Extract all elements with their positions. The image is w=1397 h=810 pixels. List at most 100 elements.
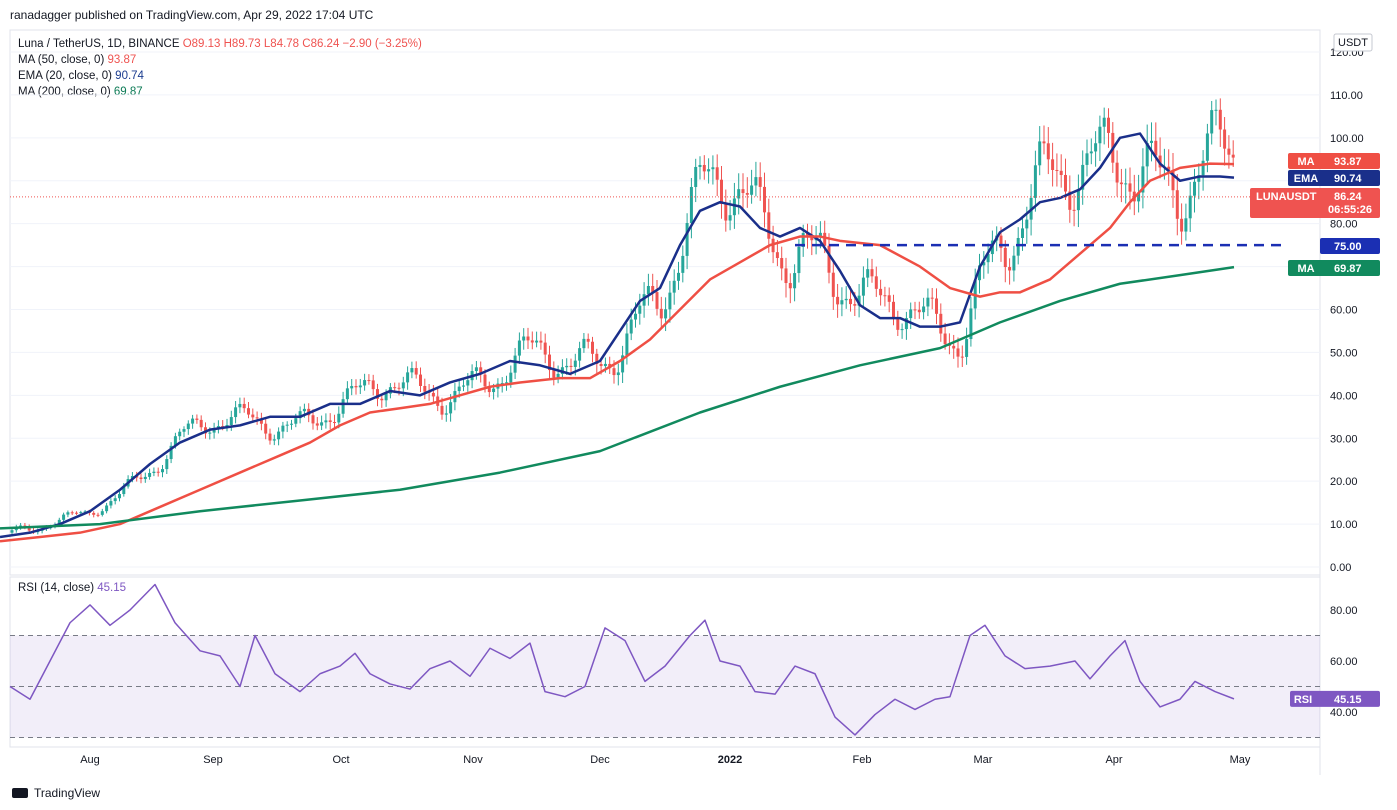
- indicator-badge-value: 90.74: [1334, 173, 1362, 185]
- candle-body: [401, 382, 405, 389]
- candle-body: [281, 425, 285, 432]
- candle-body: [487, 386, 491, 393]
- candle-body: [1175, 190, 1179, 219]
- candle-body: [775, 252, 779, 259]
- candle-body: [92, 512, 96, 515]
- candle-body: [337, 413, 341, 423]
- price-panel: [9, 29, 1321, 576]
- time-axis[interactable]: Aug Sep Oct Nov Dec 2022 Feb Mar Apr May: [80, 754, 1251, 766]
- currency-label: USDT: [1338, 37, 1368, 49]
- candle-body: [363, 380, 367, 386]
- candle-body: [595, 353, 599, 365]
- candle-body: [1167, 166, 1171, 170]
- candle-body: [513, 355, 517, 373]
- y-tick-label: 60.00: [1330, 305, 1358, 317]
- candle-body: [763, 186, 766, 213]
- candle-body: [320, 422, 324, 426]
- candle-body: [879, 288, 883, 296]
- candle-body: [195, 418, 199, 420]
- candle-body: [818, 232, 822, 237]
- candle-body: [1076, 189, 1080, 211]
- candle-body: [414, 368, 418, 375]
- candle-body: [1059, 170, 1063, 175]
- candle-body: [866, 269, 870, 278]
- candle-body: [57, 519, 61, 525]
- candle-body: [345, 388, 349, 400]
- indicator-badge-value: 69.87: [1334, 263, 1362, 275]
- candle-body: [1115, 162, 1119, 183]
- currency-box[interactable]: USDT: [1333, 33, 1373, 52]
- x-tick-label: 2022: [718, 754, 742, 766]
- candle-body: [315, 423, 319, 426]
- candle-body: [840, 300, 844, 305]
- candle-body: [999, 235, 1003, 248]
- candle-body: [500, 383, 504, 385]
- candle-body: [333, 422, 336, 424]
- brand-name: TradingView: [34, 786, 101, 800]
- ema20-label[interactable]: EMA (20, close, 0): [18, 70, 112, 82]
- rsi-tick-label: 40.00: [1330, 707, 1358, 719]
- symbol-label[interactable]: Luna / TetherUS, 1D, BINANCE: [18, 38, 180, 50]
- candle-body: [191, 418, 195, 424]
- candle-body: [715, 167, 719, 180]
- candle-body: [655, 292, 659, 309]
- x-tick-label: May: [1230, 754, 1251, 766]
- candle-body: [423, 386, 427, 392]
- candle-body: [668, 292, 672, 310]
- candle-body: [341, 399, 345, 414]
- indicator-badge: [1288, 153, 1380, 169]
- ema20-value: 90.74: [115, 70, 144, 82]
- candle-body: [926, 297, 930, 307]
- x-tick-label: Apr: [1105, 754, 1122, 766]
- candle-body: [758, 177, 762, 187]
- candle-body: [234, 407, 238, 418]
- price-axis[interactable]: 120.00110.00100.0090.0080.0070.0060.0050…: [1330, 47, 1364, 719]
- candle-body: [10, 530, 14, 533]
- candle-body: [380, 398, 384, 401]
- candle-body: [677, 272, 680, 281]
- candle-body: [79, 512, 83, 514]
- rsi-label[interactable]: RSI (14, close): [18, 582, 95, 594]
- candle-body: [1124, 183, 1128, 185]
- candle-body: [1218, 109, 1222, 130]
- symbol-badge-label: LUNAUSDT: [1256, 191, 1317, 203]
- candle-body: [152, 471, 156, 473]
- candle-body: [1214, 109, 1218, 111]
- candle-body: [522, 336, 526, 341]
- candle-body: [801, 233, 805, 247]
- footer-brand[interactable]: TradingView: [12, 786, 100, 800]
- candle-body: [148, 472, 152, 477]
- ma50-label[interactable]: MA (50, close, 0): [18, 54, 105, 66]
- candle-body: [565, 365, 569, 368]
- candle-body: [27, 527, 31, 531]
- candle-body: [844, 298, 848, 301]
- y-tick-label: 10.00: [1330, 519, 1358, 531]
- candle-body: [909, 309, 913, 319]
- candle-body: [599, 364, 603, 367]
- candle-body: [681, 255, 685, 273]
- candle-body: [952, 345, 956, 349]
- candle-body: [1193, 181, 1196, 196]
- level-badge: [1320, 238, 1380, 254]
- candle-body: [242, 403, 246, 409]
- candle-body: [788, 283, 792, 289]
- candle-body: [350, 386, 354, 389]
- y-tick-label: 0.00: [1330, 562, 1351, 574]
- candle-body: [479, 367, 483, 375]
- candle-body: [664, 309, 668, 319]
- candle-body: [229, 417, 233, 426]
- candle-body: [539, 340, 543, 343]
- candle-body: [212, 428, 216, 433]
- candle-body: [354, 386, 358, 388]
- candle-body: [685, 223, 689, 256]
- rsi-tick-label: 80.00: [1330, 605, 1358, 617]
- candle-body: [573, 360, 577, 367]
- candle-body: [629, 319, 633, 334]
- candle-body: [646, 285, 650, 295]
- candle-body: [896, 317, 900, 330]
- candle-body: [169, 445, 173, 460]
- candle-body: [298, 411, 302, 419]
- candle-body: [1016, 237, 1020, 256]
- candle-body: [651, 285, 655, 293]
